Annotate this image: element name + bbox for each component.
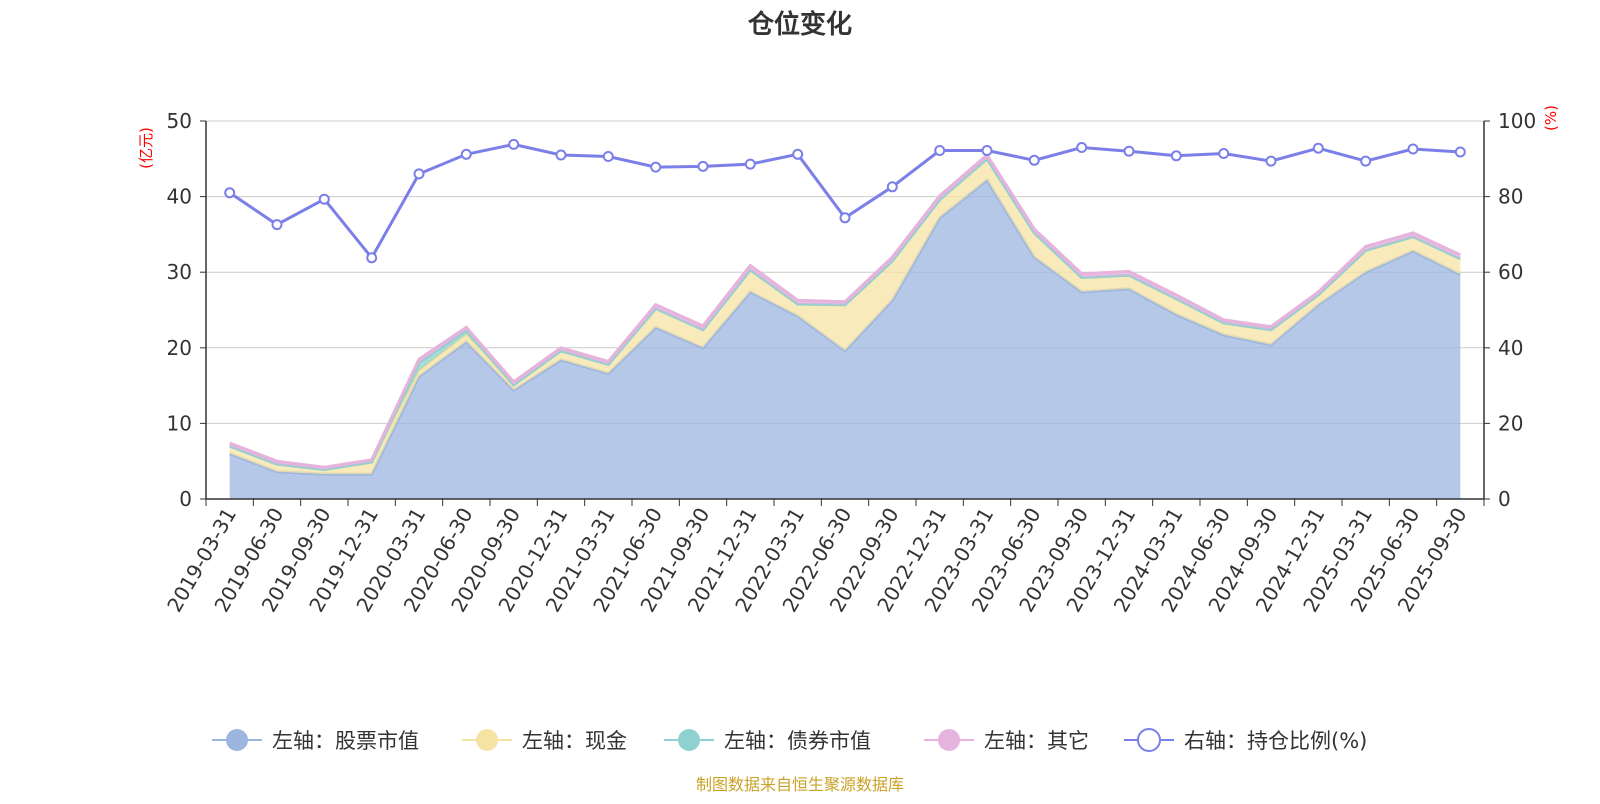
ratio-point [839, 212, 851, 224]
ratio-point [697, 160, 709, 172]
legend-marker [226, 729, 248, 751]
legend-marker [1137, 728, 1161, 752]
ratio-point [1123, 145, 1135, 157]
ratio-point [508, 138, 520, 150]
ratio-point [1170, 150, 1182, 162]
ratio-point [1218, 148, 1230, 159]
ratio-point [650, 161, 662, 173]
ratio-point [1454, 146, 1466, 158]
ratio-point [555, 149, 567, 161]
ratio-point [271, 219, 283, 231]
right-axis-tick-label: 80 [1498, 185, 1523, 209]
ratio-point [413, 168, 425, 180]
legend-label: 左轴：现金 [522, 729, 627, 753]
ratio-point [318, 193, 330, 205]
legend-marker [678, 729, 700, 751]
ratio-point [224, 187, 236, 199]
legend-label: 左轴：债券市值 [724, 729, 871, 753]
ratio-point [1028, 154, 1040, 166]
ratio-point [1076, 142, 1088, 153]
legend[interactable]: 左轴：股票市值 左轴：现金 左轴：债券市值 左轴：其它 右轴：持仓比例(%) [212, 728, 1367, 753]
ratio-point [1407, 143, 1419, 155]
ratio-point [1312, 142, 1324, 154]
right-axis-tick-label: 60 [1498, 260, 1523, 284]
legend-marker [476, 729, 498, 751]
ratio-line-layer [224, 138, 1466, 264]
source-note: 制图数据来自恒生聚源数据库 [696, 775, 904, 794]
ratio-point [366, 252, 378, 264]
right-axis-tick-label: 0 [1498, 487, 1511, 511]
left-axis-tick-label: 50 [167, 109, 192, 133]
left-axis-tick-label: 30 [167, 260, 192, 284]
ratio-point [981, 145, 993, 156]
right-axis-tick-label: 20 [1498, 411, 1523, 435]
left-axis-tick-label: 40 [167, 185, 192, 209]
area-series-1 [229, 180, 1461, 499]
legend-item-3[interactable]: 左轴：债券市值 [664, 729, 871, 753]
legend-item-2[interactable]: 左轴：现金 [462, 729, 627, 753]
ratio-point [1360, 155, 1372, 167]
left-axis-tick-label: 10 [167, 411, 192, 435]
right-axis-tick-label: 100 [1498, 109, 1536, 133]
area-series-2 [229, 158, 1461, 475]
legend-item-1[interactable]: 左轴：股票市值 [212, 729, 419, 753]
left-axis-tick-label: 20 [167, 336, 192, 360]
ratio-point [1265, 155, 1277, 167]
left-axis-unit-label: (亿元) [137, 127, 155, 169]
ratio-point [934, 145, 946, 156]
right-axis-tick-label: 40 [1498, 336, 1523, 360]
left-axis-tick-label: 0 [179, 487, 192, 511]
chart-title: 仓位变化 [747, 9, 852, 40]
ratio-point [602, 151, 614, 162]
ratio-point [460, 148, 472, 160]
legend-item-4[interactable]: 左轴：其它 [924, 729, 1089, 753]
area-edge-series-4 [229, 152, 1461, 469]
ratio-point [886, 181, 898, 193]
legend-label: 右轴：持仓比例(%) [1184, 729, 1367, 753]
legend-label: 左轴：其它 [984, 729, 1089, 753]
stacked-areas [229, 152, 1461, 499]
right-axis-unit-label: (%) [1542, 105, 1560, 131]
ratio-point [792, 148, 804, 160]
legend-marker [938, 729, 960, 751]
legend-label: 左轴：股票市值 [272, 729, 419, 753]
legend-item-5[interactable]: 右轴：持仓比例(%) [1124, 728, 1367, 753]
ratio-point [744, 158, 756, 170]
